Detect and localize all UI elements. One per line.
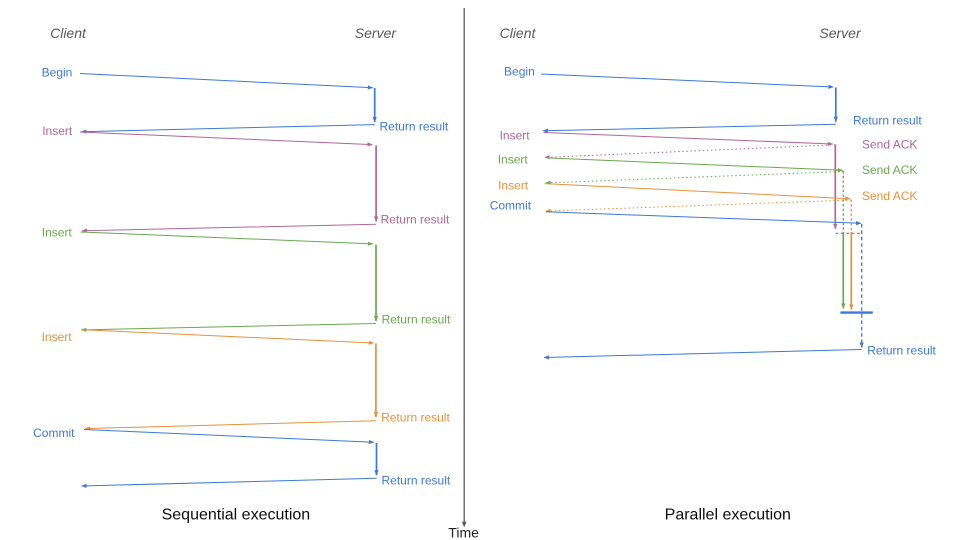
svg-text:Server: Server bbox=[819, 25, 862, 41]
svg-text:Time: Time bbox=[448, 524, 479, 540]
svg-text:Return result: Return result bbox=[853, 114, 922, 128]
svg-text:Sequential execution: Sequential execution bbox=[162, 507, 311, 524]
svg-text:Client: Client bbox=[50, 25, 87, 41]
svg-text:Return result: Return result bbox=[382, 313, 451, 327]
svg-text:Send ACK: Send ACK bbox=[862, 189, 917, 203]
svg-text:Commit: Commit bbox=[33, 426, 75, 440]
svg-text:Return result: Return result bbox=[382, 473, 451, 487]
svg-text:Insert: Insert bbox=[498, 179, 529, 193]
svg-text:Return result: Return result bbox=[381, 410, 450, 424]
svg-text:Send ACK: Send ACK bbox=[862, 138, 917, 152]
svg-text:Commit: Commit bbox=[490, 198, 532, 212]
svg-text:Return result: Return result bbox=[867, 344, 936, 358]
svg-text:Insert: Insert bbox=[500, 128, 531, 142]
svg-text:Begin: Begin bbox=[504, 64, 535, 78]
svg-text:Parallel execution: Parallel execution bbox=[665, 507, 791, 524]
svg-text:Begin: Begin bbox=[42, 65, 73, 79]
svg-text:Insert: Insert bbox=[42, 330, 73, 344]
svg-text:Return result: Return result bbox=[381, 213, 450, 227]
svg-text:Client: Client bbox=[500, 25, 537, 41]
svg-text:Insert: Insert bbox=[498, 152, 529, 166]
svg-text:Send ACK: Send ACK bbox=[862, 163, 917, 177]
svg-text:Insert: Insert bbox=[42, 226, 73, 240]
svg-text:Return result: Return result bbox=[380, 120, 449, 134]
svg-text:Server: Server bbox=[355, 25, 398, 41]
svg-text:Insert: Insert bbox=[42, 124, 73, 138]
